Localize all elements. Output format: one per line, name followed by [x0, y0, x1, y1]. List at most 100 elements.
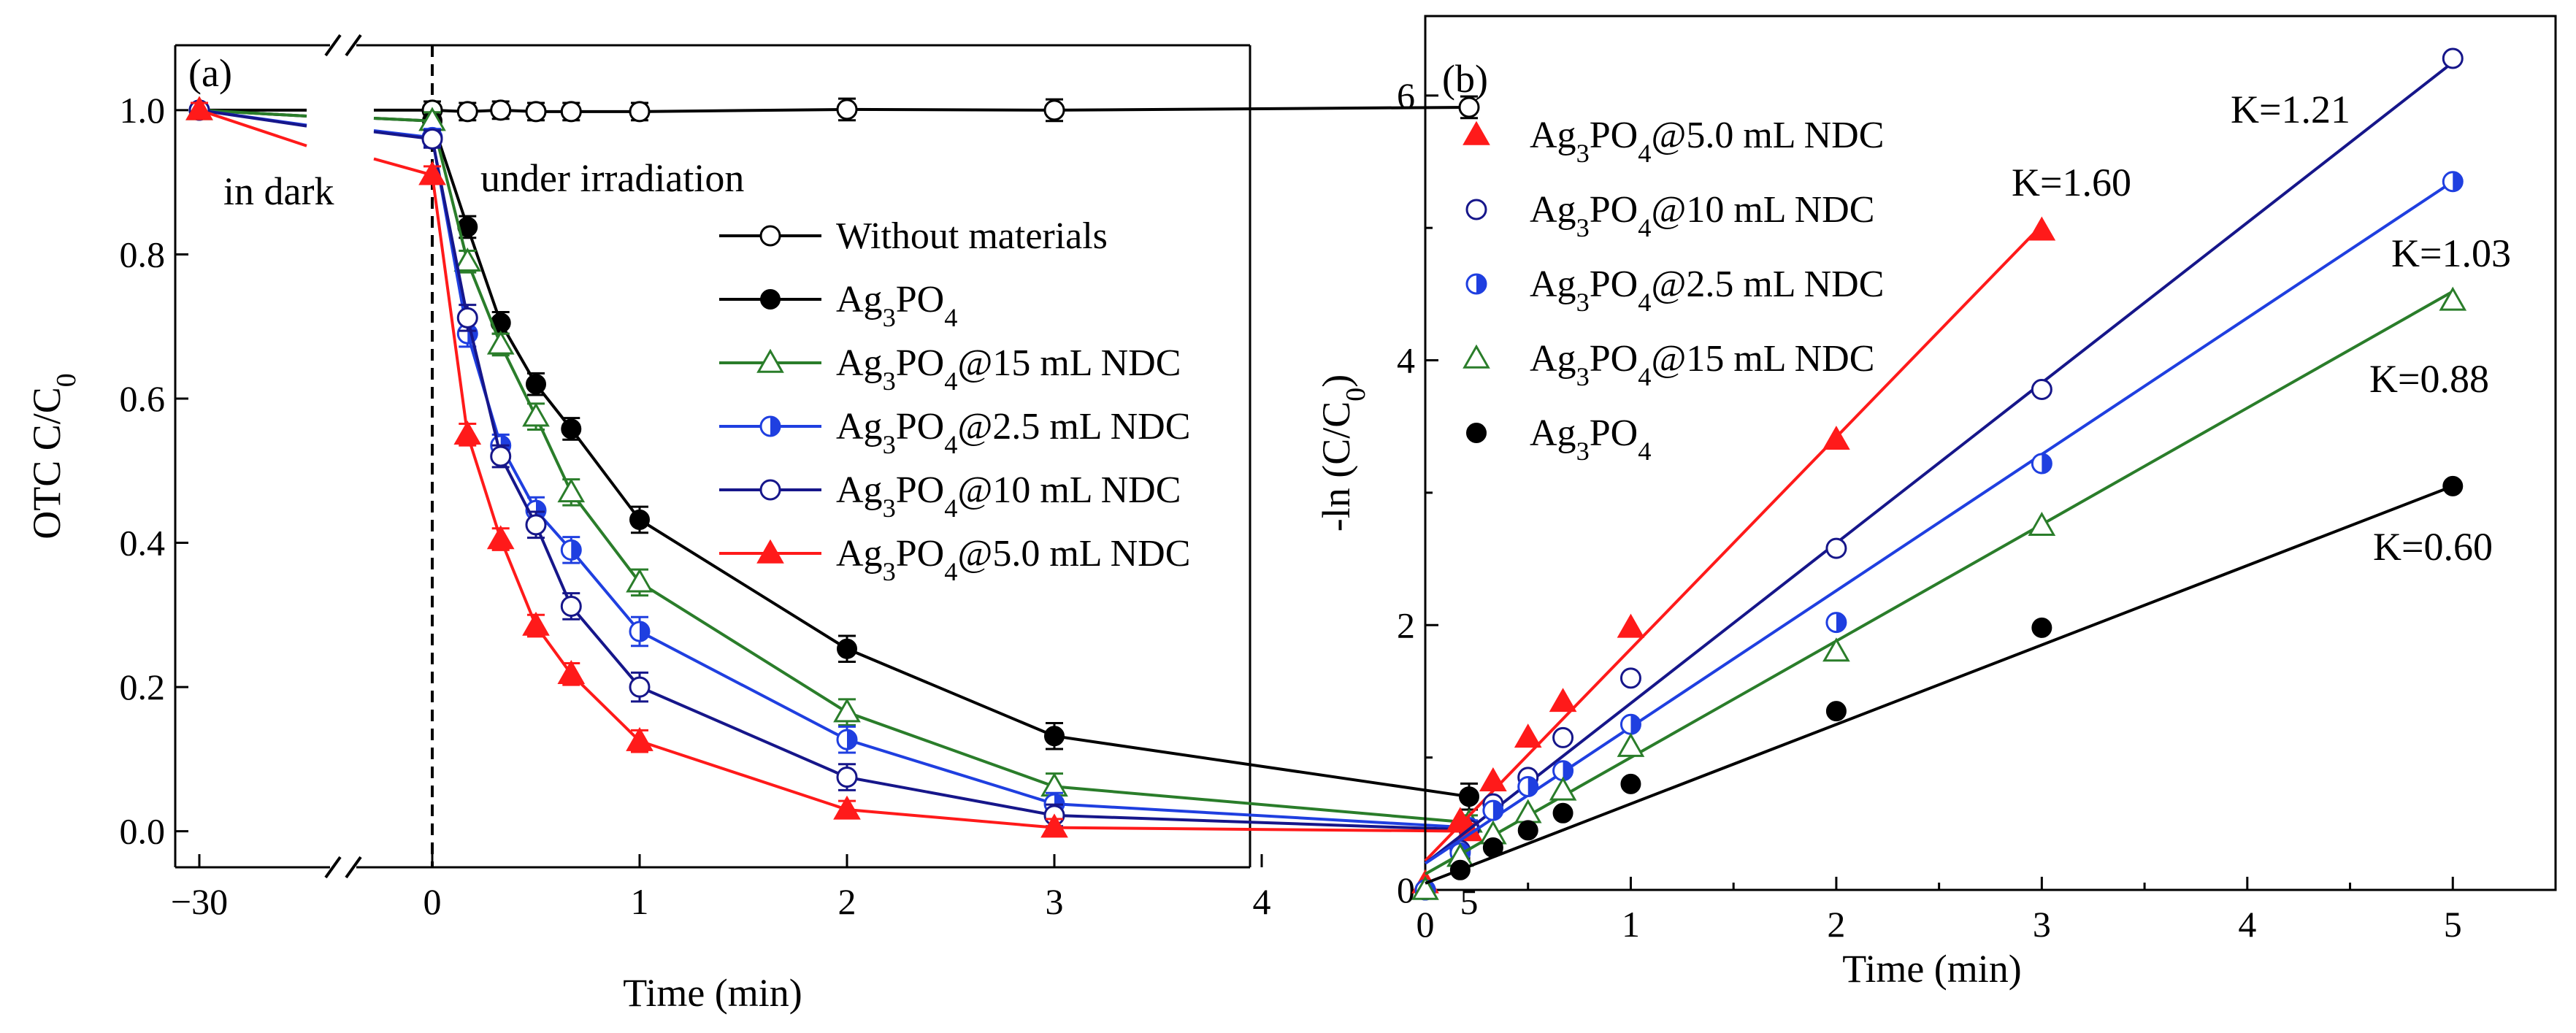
legend-text-run: @15 mL NDC: [957, 342, 1181, 384]
data-point-half: [1492, 801, 1503, 821]
data-point: [837, 638, 857, 659]
data-point-half: [571, 540, 581, 560]
y-tick-label: 0.4: [120, 523, 166, 564]
data-point: [2442, 171, 2464, 193]
legend-marker: [1463, 344, 1490, 369]
data-point-shape: [836, 767, 858, 788]
data-point-shape: [629, 101, 651, 123]
legend-marker: [759, 225, 781, 247]
y-axis-title-main: -ln (C/C: [1314, 402, 1358, 532]
data-point-shape: [1479, 767, 1507, 791]
data-point-shape: [1458, 96, 1480, 118]
data-point-half: [1836, 612, 1846, 632]
data-point-half: [640, 622, 650, 642]
data-point-shape: [456, 101, 478, 123]
legend-label: Ag3PO4@2.5 mL NDC: [836, 406, 1190, 459]
data-point-shape: [1449, 859, 1471, 880]
data-point-shape: [185, 96, 213, 120]
legend-text-run: Without materials: [836, 215, 1108, 257]
data-point: [2028, 511, 2056, 536]
y-axis-title: OTC C/C0: [25, 373, 82, 539]
data-point: [561, 418, 582, 439]
data-point-shape: [561, 418, 582, 439]
data-point-shape: [2028, 511, 2056, 536]
x-tick-label: 1: [1622, 904, 1640, 945]
panel-label-b: (b): [1442, 57, 1488, 101]
data-point-shape: [833, 795, 861, 820]
legend-text-run: PO: [896, 342, 944, 384]
legend-marker-shape: [756, 348, 784, 373]
data-point-shape: [490, 445, 512, 467]
series-line-dark: [373, 157, 433, 177]
data-point: [490, 99, 512, 121]
legend-text-run: Ag: [836, 533, 883, 575]
data-point-shape: [1446, 807, 1474, 832]
panel-a-chart: −30 0 1 2 3 4 5 0.0 0.2 0.4 0.6 0.8 1.0 Time (min) OTC…: [25, 34, 1483, 1015]
legend-label: Ag3PO4: [836, 279, 957, 332]
legend-marker: [1465, 199, 1487, 220]
x-tick-label: 4: [1253, 881, 1271, 922]
data-point-shape: [626, 726, 653, 751]
data-point-shape: [1825, 537, 1847, 559]
legend-text-run: 3: [1576, 213, 1590, 242]
data-point-shape: [629, 509, 650, 530]
legend-text-run: PO: [1590, 115, 1638, 156]
y-axis-title-sub: 0: [1341, 388, 1371, 402]
legend-marker-half: [770, 417, 780, 436]
data-point-shape: [522, 402, 550, 427]
data-point-half: [1527, 777, 1538, 796]
legend-marker: [1466, 423, 1487, 443]
data-point-shape: [1825, 701, 1847, 722]
legend-text-run: PO: [896, 533, 944, 575]
series-line-dark: [199, 108, 307, 118]
legend-marker-shape: [1463, 344, 1490, 369]
legend-text-run: 4: [1638, 139, 1651, 168]
data-point-shape: [1514, 723, 1542, 748]
legend-text-run: 4: [1638, 437, 1651, 466]
y-tick-label: 0: [1397, 869, 1415, 910]
data-point-half: [2042, 454, 2052, 474]
data-point: [557, 660, 586, 684]
data-point: [836, 729, 858, 750]
x-tick-label: 0: [423, 881, 442, 922]
legend-text-run: Ag: [836, 406, 883, 448]
data-point: [560, 595, 582, 617]
legend-label: Ag3PO4@10 mL NDC: [836, 469, 1181, 523]
data-point: [526, 374, 546, 395]
data-point: [560, 539, 582, 561]
data-point: [1459, 786, 1479, 807]
data-point-shape: [490, 99, 512, 121]
y-tick-label: 0.2: [120, 667, 166, 707]
data-point-shape: [560, 101, 582, 123]
data-point: [185, 96, 213, 120]
legend-label: Without materials: [836, 215, 1108, 257]
data-point: [836, 767, 858, 788]
data-point: [1458, 96, 1480, 118]
data-point: [456, 101, 478, 123]
data-point: [1552, 802, 1573, 823]
data-point: [1825, 537, 1847, 559]
legend-marker: [759, 479, 781, 501]
data-point: [1482, 837, 1503, 858]
data-point: [525, 101, 547, 123]
y-tick-label: 2: [1397, 604, 1415, 645]
data-point: [2442, 475, 2464, 496]
data-point: [1517, 776, 1539, 798]
y-tick-label: 0.6: [120, 378, 166, 419]
data-point: [456, 307, 478, 329]
rate-constant-label: K=0.60: [2373, 525, 2493, 569]
legend-text-run: 3: [883, 430, 896, 459]
legend-text-run: Ag: [836, 469, 883, 511]
legend-text-run: 4: [1638, 362, 1651, 391]
y-tick-label: 4: [1397, 340, 1415, 381]
legend-text-run: Ag: [1530, 412, 1576, 454]
legend-text-run: PO: [1590, 412, 1638, 454]
data-point-shape: [1552, 726, 1574, 748]
data-point: [557, 478, 586, 503]
legend-marker: [756, 348, 784, 373]
x-tick-label: 2: [838, 881, 856, 922]
rate-constant-label: K=1.21: [2231, 88, 2350, 131]
data-point: [2442, 47, 2464, 69]
data-point-shape: [1620, 773, 1641, 794]
